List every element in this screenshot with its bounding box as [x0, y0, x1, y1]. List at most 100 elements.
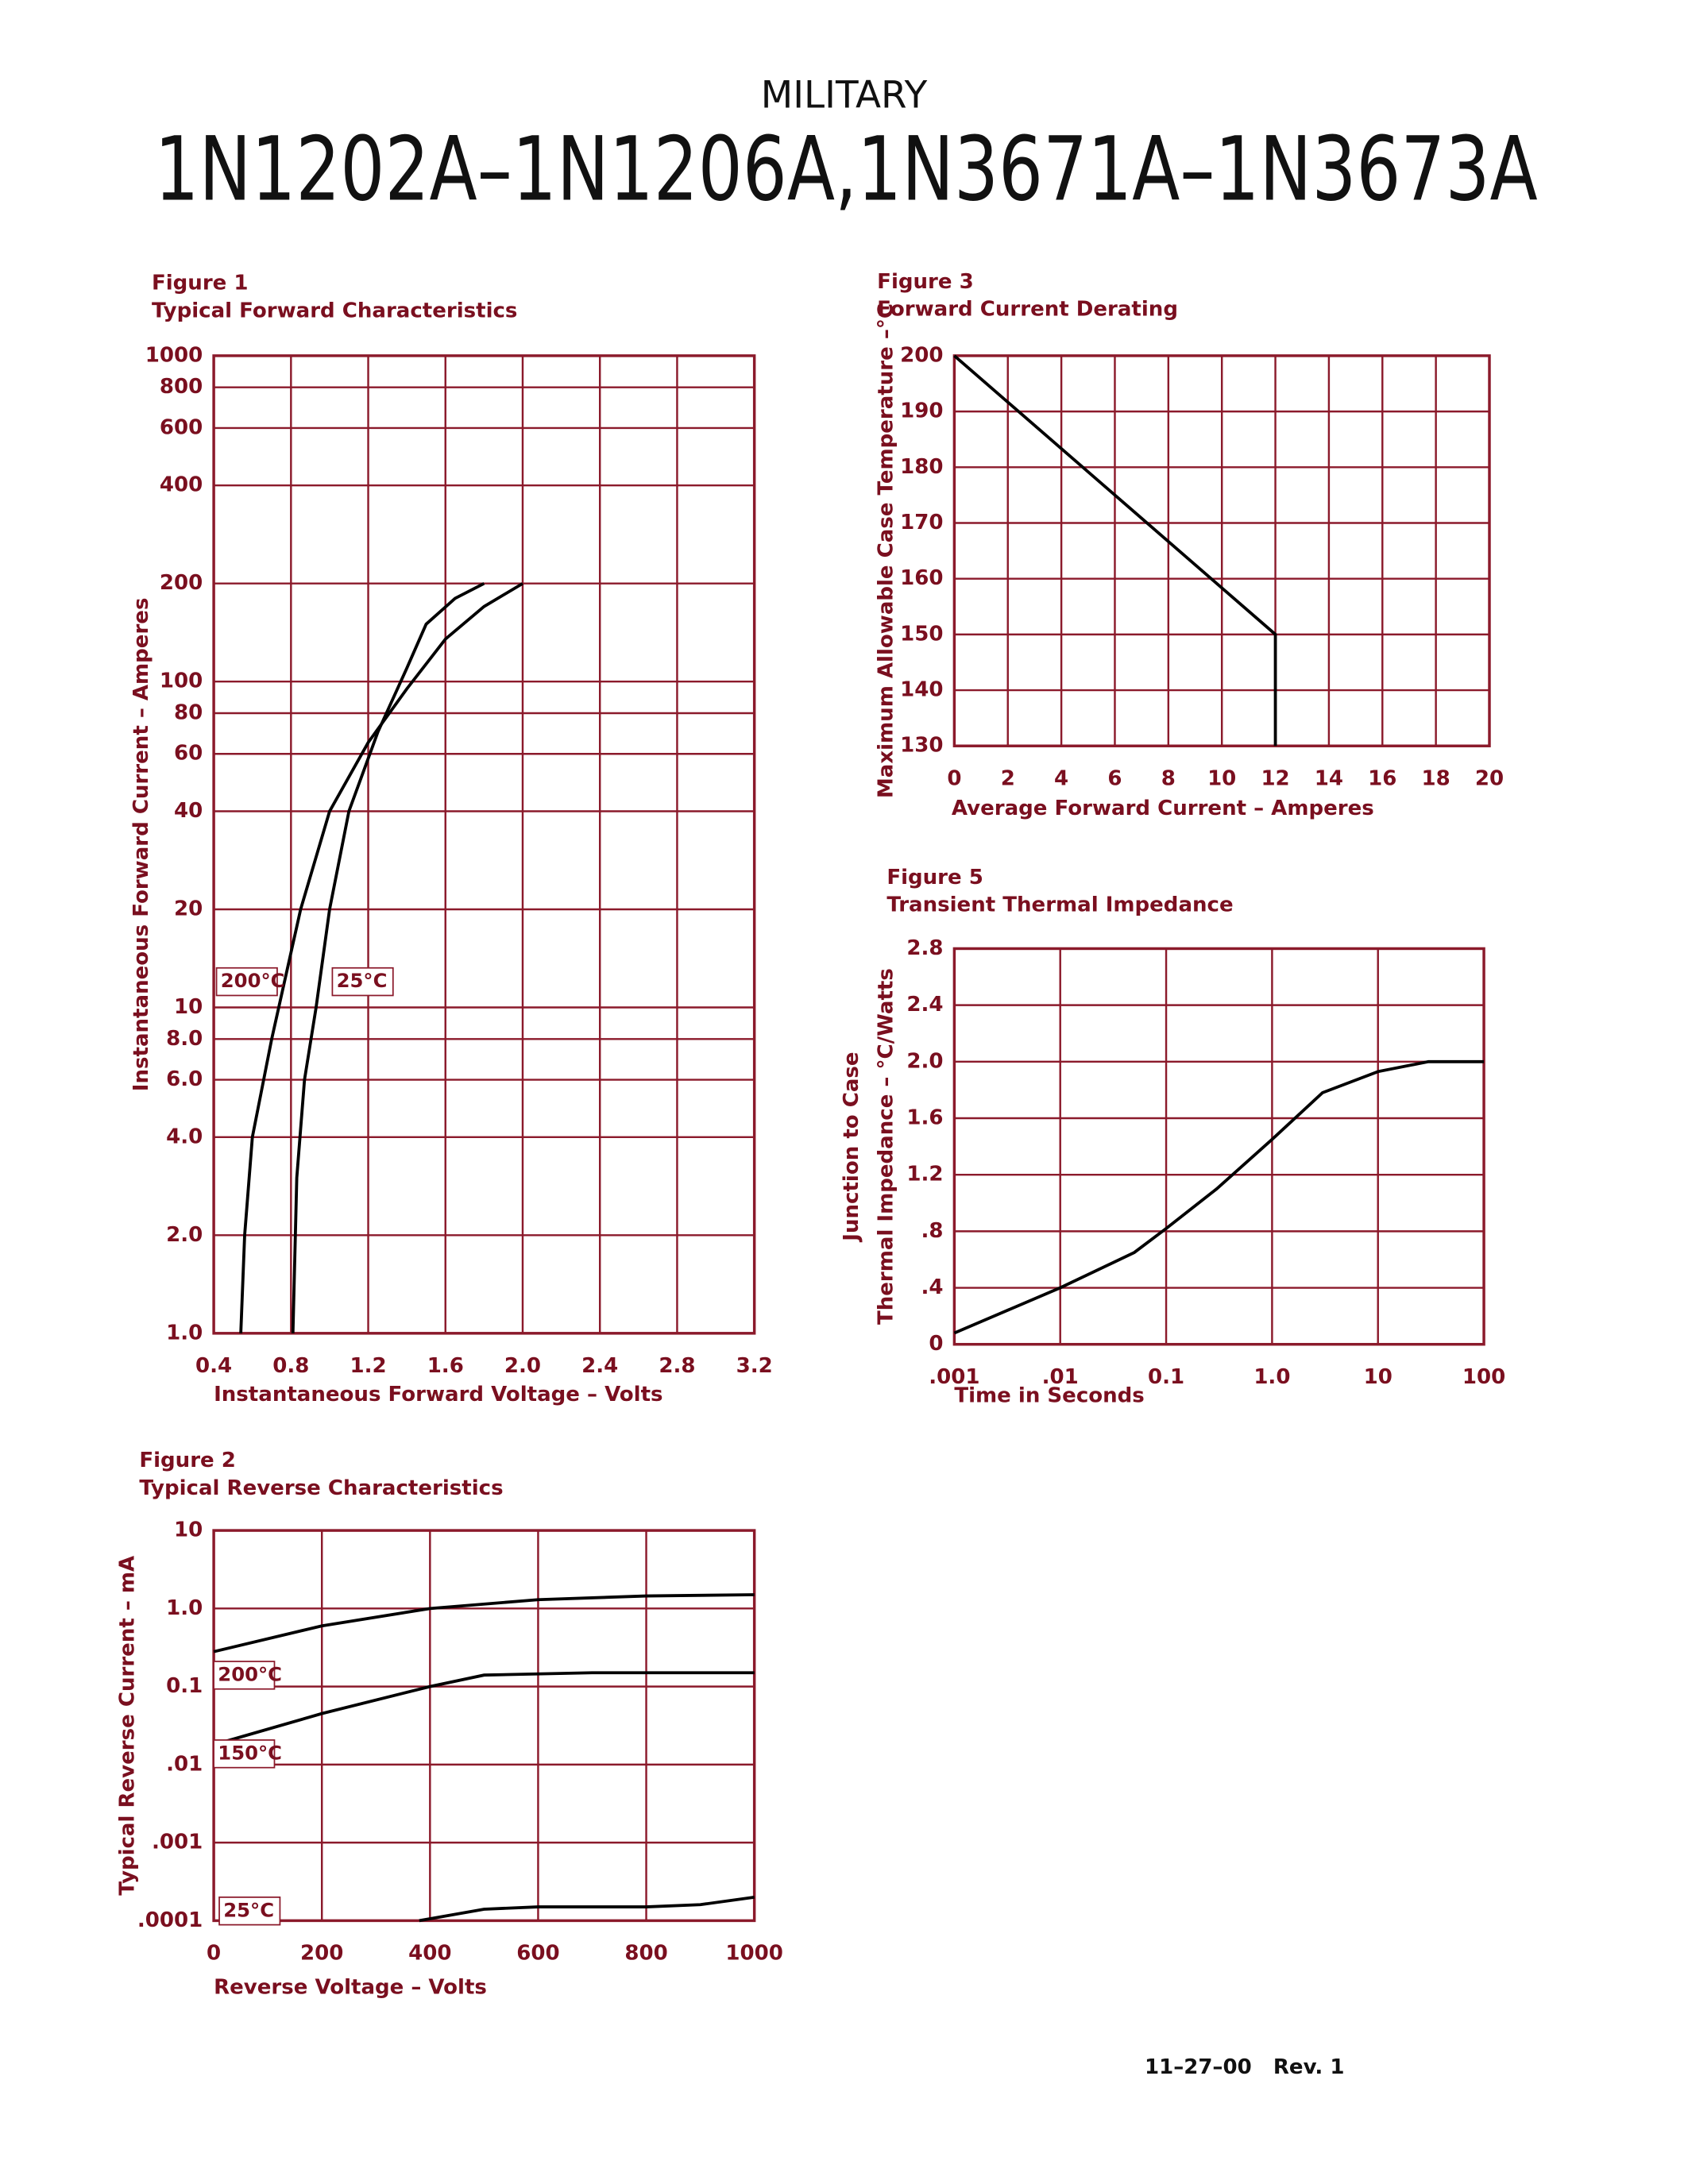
footer: 11–27–00 Rev. 1 [1145, 2055, 1345, 2079]
series-label: 200°C [221, 969, 285, 992]
data-line [213, 1671, 755, 1746]
data-line [953, 354, 1277, 747]
chart-title: Transient Thermal Impedance [886, 893, 1233, 917]
figure-label: Figure 5 [886, 866, 983, 889]
y-tick-label: 10 [174, 1518, 203, 1542]
y-tick-label: 6.0 [166, 1067, 203, 1091]
plot-frame [212, 354, 756, 1335]
series-label: 200°C [218, 1662, 282, 1685]
x-tick-label: .001 [929, 1365, 979, 1389]
y-tick-label: 2.4 [906, 993, 943, 1017]
x-tick-label: 3.2 [736, 1354, 773, 1378]
x-tick-label: .01 [1042, 1365, 1079, 1389]
series-label: 25°C [223, 1898, 274, 1921]
x-axis-label: Reverse Voltage – Volts [214, 1975, 487, 1999]
x-tick-label: 12 [1261, 766, 1289, 790]
x-tick-label: 0.4 [195, 1354, 232, 1378]
x-axis-label: Time in Seconds [954, 1384, 1144, 1408]
x-tick-label: 0.8 [272, 1354, 309, 1378]
series-label-box [213, 1739, 276, 1769]
x-tick-label: 10 [1207, 766, 1236, 790]
x-tick-label: 1000 [725, 1942, 782, 1966]
series-label-box [331, 967, 394, 997]
y-axis-label: Junction to Case [840, 1051, 863, 1242]
y-tick-label: .0001 [137, 1908, 203, 1932]
x-tick-label: 2 [1001, 766, 1015, 790]
y-axis-label: Typical Reverse Current – mA [115, 1555, 139, 1896]
y-tick-label: 2.0 [166, 1223, 203, 1247]
x-tick-label: 400 [408, 1942, 451, 1966]
data-line [419, 1895, 755, 1923]
x-tick-label: 2.8 [659, 1354, 695, 1378]
x-tick-label: 1.0 [1253, 1365, 1290, 1389]
y-tick-label: 4.0 [166, 1125, 203, 1148]
y-tick-label: 130 [900, 734, 943, 758]
x-tick-label: 200 [300, 1942, 343, 1966]
x-tick-label: 8 [1161, 766, 1176, 790]
y-tick-label: 100 [160, 669, 203, 693]
figure-label: Figure 1 [152, 272, 249, 295]
data-line [953, 1059, 1485, 1335]
x-tick-label: 100 [1462, 1365, 1505, 1389]
y-tick-label: .8 [921, 1219, 943, 1243]
plot-frame [952, 354, 1491, 747]
y-tick-label: 40 [174, 799, 203, 823]
plot-frame [212, 1529, 756, 1923]
y-tick-label: 1.0 [166, 1321, 203, 1345]
x-tick-label: 2.0 [504, 1354, 541, 1378]
series-label-box [213, 1661, 276, 1690]
x-tick-label: 14 [1315, 766, 1343, 790]
x-tick-label: 800 [624, 1942, 667, 1966]
data-line [291, 582, 485, 1333]
chart-title: Typical Forward Characteristics [152, 299, 517, 322]
y-tick-label: 600 [160, 415, 203, 439]
kicker: MILITARY [761, 73, 928, 117]
y-tick-label: 80 [174, 700, 203, 724]
data-line [239, 582, 523, 1333]
y-tick-label: .01 [166, 1752, 203, 1776]
y-tick-label: 200 [900, 343, 943, 367]
y-tick-label: .001 [152, 1831, 203, 1854]
y-tick-label: 0.1 [166, 1674, 203, 1698]
y-tick-label: .4 [921, 1275, 943, 1299]
y-tick-label: 0 [929, 1332, 943, 1356]
y-tick-label: 1.0 [166, 1596, 203, 1620]
y-axis-label: Maximum Allowable Case Temperature –°C [874, 303, 898, 798]
data-line [213, 1593, 755, 1653]
y-tick-label: 400 [160, 473, 203, 497]
x-tick-label: 0 [207, 1942, 221, 1966]
x-tick-label: 0 [947, 766, 961, 790]
x-tick-label: 16 [1368, 766, 1396, 790]
y-tick-label: 180 [900, 455, 943, 479]
x-tick-label: 18 [1422, 766, 1450, 790]
y-tick-label: 10 [174, 995, 203, 1019]
chart-title: Forward Current Derating [877, 298, 1178, 322]
y-tick-label: 2.8 [906, 936, 943, 960]
part-title: 1N1202A–1N1206A,1N3671A–1N3673A [154, 119, 1537, 222]
y-tick-label: 1.2 [906, 1163, 943, 1187]
series-label-box [215, 967, 278, 997]
y-tick-label: 1.6 [906, 1106, 943, 1129]
series-label-box [218, 1897, 281, 1926]
x-tick-label: 600 [516, 1942, 559, 1966]
y-axis-label: Thermal Impedance – °C/Watts [874, 968, 898, 1325]
y-tick-label: 20 [174, 897, 203, 921]
y-tick-label: 800 [160, 375, 203, 399]
plot-frame [952, 947, 1485, 1346]
y-tick-label: 140 [900, 678, 943, 702]
figure-label: Figure 2 [139, 1449, 236, 1472]
y-tick-label: 160 [900, 566, 943, 590]
x-axis-label: Average Forward Current – Amperes [952, 797, 1374, 820]
series-label: 150°C [218, 1741, 282, 1764]
x-tick-label: 0.1 [1148, 1365, 1184, 1389]
x-tick-label: 6 [1107, 766, 1122, 790]
y-tick-label: 2.0 [906, 1049, 943, 1073]
x-tick-label: 4 [1054, 766, 1068, 790]
y-tick-label: 1000 [145, 343, 203, 367]
x-tick-label: 10 [1364, 1365, 1393, 1389]
chart-title: Typical Reverse Characteristics [139, 1476, 503, 1500]
figure-label: Figure 3 [877, 270, 974, 294]
y-tick-label: 150 [900, 622, 943, 646]
x-tick-label: 1.6 [427, 1354, 464, 1378]
